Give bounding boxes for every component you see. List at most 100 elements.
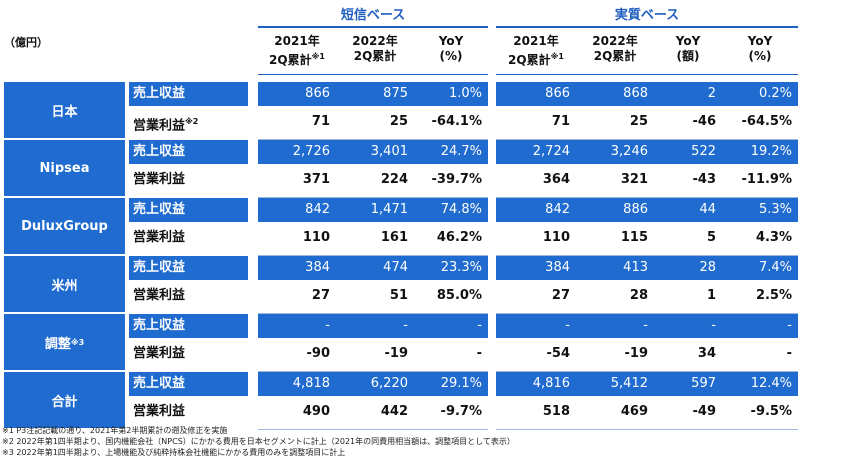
table-cell: 1 <box>706 288 716 303</box>
segment-name: 合計 <box>51 394 78 410</box>
table-cell: 19.2% <box>750 144 792 159</box>
segment-name: DuluxGroup <box>21 218 108 234</box>
table-cell: 597 <box>691 376 716 391</box>
table-cell: 522 <box>691 144 716 159</box>
table-cell: 384 <box>305 260 330 275</box>
table-cell: -39.7% <box>431 172 483 187</box>
metric-label-text: 売上収益 <box>133 260 186 275</box>
table-cell: 12.4% <box>750 376 792 391</box>
table-cell: 875 <box>383 86 408 101</box>
table-cell: -19 <box>384 346 409 361</box>
column-header-line2-text: 2Q累計 <box>269 53 312 67</box>
column-header-line2-text: (額) <box>676 49 700 63</box>
table-cell: 518 <box>542 404 570 419</box>
metric-label: 売上収益 <box>129 314 248 338</box>
table-cell: -43 <box>692 172 717 187</box>
table-cell: - <box>325 318 330 333</box>
column-header-line1: 2022年 <box>592 34 638 48</box>
unit-label: （億円） <box>4 36 48 49</box>
row-highlight <box>258 82 488 106</box>
footnote: ※3 2022年第1四半期より、上場機能及び純粋持株会社機能にかかる費用のみを調… <box>2 448 346 457</box>
segment-divider <box>258 139 488 140</box>
table-cell: 2.5% <box>755 288 792 303</box>
table-cell: 413 <box>623 260 648 275</box>
table-cell: 4,816 <box>532 376 570 391</box>
column-header-line2: (%) <box>414 49 488 64</box>
table-cell: - <box>565 318 570 333</box>
table-cell: 71 <box>311 114 330 129</box>
table-cell: -9.7% <box>440 404 482 419</box>
column-header: YoY (額) <box>654 34 722 64</box>
table-cell: - <box>476 346 482 361</box>
segment-name: 米州 <box>51 278 78 294</box>
table-cell: - <box>403 318 408 333</box>
metric-label-text: 営業利益 <box>133 404 186 419</box>
segment-label: 米州 <box>4 256 125 312</box>
column-header-line2: 2Q累計※1 <box>258 49 336 68</box>
metric-label: 売上収益 <box>129 256 248 280</box>
table-cell: 115 <box>620 230 648 245</box>
column-header-line2-text: 2Q累計 <box>508 53 551 67</box>
column-header-line1: YoY <box>747 34 773 48</box>
row-highlight <box>496 82 798 106</box>
table-cell: 4,818 <box>292 376 330 391</box>
table-cell: 866 <box>545 86 570 101</box>
table-cell: 28 <box>629 288 648 303</box>
metric-label: 営業利益 <box>129 400 248 424</box>
column-header-line1: 2021年 <box>513 34 559 48</box>
table-cell: 224 <box>380 172 408 187</box>
table-cell: 5.3% <box>758 202 792 217</box>
table-cell: 384 <box>545 260 570 275</box>
metric-label-text: 売上収益 <box>133 202 186 217</box>
row-highlight <box>258 198 488 222</box>
table-cell: -90 <box>306 346 331 361</box>
column-header-line2-text: (%) <box>439 49 463 63</box>
column-header-line1: 2022年 <box>352 34 398 48</box>
table-cell: -19 <box>624 346 649 361</box>
column-header: 2021年 2Q累計※1 <box>496 34 576 68</box>
metric-label: 売上収益 <box>129 82 248 106</box>
column-header-line2-text: 2Q累計 <box>353 49 397 63</box>
table-cell: 44 <box>699 202 716 217</box>
table-cell: 71 <box>551 114 570 129</box>
segment-divider <box>258 197 488 198</box>
table-cell: 27 <box>551 288 570 303</box>
segment-divider <box>496 429 798 430</box>
metric-label: 売上収益 <box>129 372 248 396</box>
segment-name: 日本 <box>51 104 78 120</box>
column-header-line2-text: (%) <box>748 49 772 63</box>
table-cell: - <box>787 318 792 333</box>
table-cell: 51 <box>389 288 408 303</box>
table-cell: 3,246 <box>610 144 648 159</box>
group-header-tanshin: 短信ベース <box>258 6 488 28</box>
metric-label-text: 営業利益 <box>133 172 186 187</box>
group-header-jisshitsu: 実質ベース <box>496 6 798 28</box>
table-cell: 321 <box>620 172 648 187</box>
segment-divider <box>258 371 488 372</box>
table-cell: 23.3% <box>440 260 482 275</box>
metric-label: 営業利益 <box>129 226 248 250</box>
segment-divider <box>496 313 798 314</box>
table-cell: -11.9% <box>741 172 793 187</box>
column-header-line2: 2Q累計※1 <box>496 49 576 68</box>
segment-label: Nipsea <box>4 140 125 196</box>
metric-label-text: 営業利益 <box>133 288 186 303</box>
table-cell: 842 <box>305 202 330 217</box>
row-highlight <box>496 140 798 164</box>
table-cell: 842 <box>545 202 570 217</box>
row-highlight <box>496 372 798 396</box>
metric-label-text: 営業利益 <box>133 118 186 134</box>
row-highlight <box>258 140 488 164</box>
column-header-line1: YoY <box>675 34 701 48</box>
row-highlight <box>496 198 798 222</box>
segment-label: 日本 <box>4 82 125 138</box>
table-cell: -49 <box>692 404 717 419</box>
metric-label: 営業利益 <box>129 342 248 366</box>
row-highlight <box>258 372 488 396</box>
table-cell: 3,401 <box>370 144 408 159</box>
table-cell: -9.5% <box>750 404 792 419</box>
metric-label-text: 営業利益 <box>133 230 186 245</box>
column-header-note: ※1 <box>311 52 325 61</box>
metric-label: 営業利益 <box>129 168 248 192</box>
header-divider <box>258 74 488 75</box>
